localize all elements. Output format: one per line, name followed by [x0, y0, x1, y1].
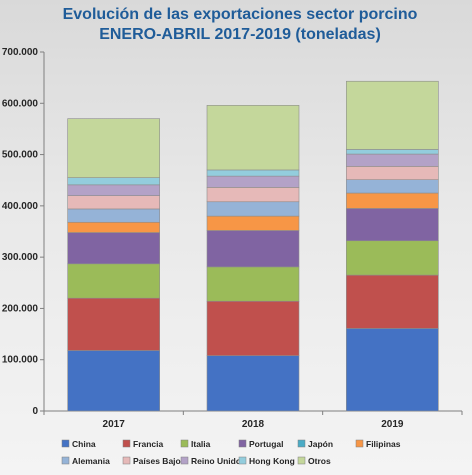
- bars: [67, 80, 439, 412]
- bar-segment-italia: [206, 266, 300, 302]
- legend-swatch: [122, 456, 131, 465]
- legend-label: Francia: [133, 439, 164, 449]
- bar-segment-china: [67, 350, 160, 412]
- bar-segment-otros: [346, 80, 439, 150]
- bar-segment-reino-unido: [67, 184, 160, 196]
- legend-swatch: [122, 439, 131, 448]
- bar-segment-italia: [346, 240, 439, 276]
- y-tick-label: 500.000: [2, 150, 39, 161]
- y-tick-label: 300.000: [2, 252, 39, 263]
- bar-segment-alemania: [346, 179, 439, 194]
- y-tick-label: 100.000: [2, 355, 39, 366]
- legend-swatch: [61, 456, 70, 465]
- legend-label: China: [72, 439, 96, 449]
- bar-segment-italia: [67, 263, 160, 299]
- legend-swatch: [180, 456, 189, 465]
- legend-label: Alemania: [72, 456, 110, 466]
- legend-swatch: [238, 439, 247, 448]
- bar-segment-filipinas: [67, 221, 160, 233]
- legend-item-francia: Francia: [122, 439, 164, 449]
- y-tick-label: 0: [32, 406, 38, 417]
- bar-segment-países-bajos: [346, 166, 439, 181]
- y-tick-label: 700.000: [2, 47, 39, 58]
- y-tick-label: 400.000: [2, 201, 39, 212]
- legend-item-italia: Italia: [180, 439, 211, 449]
- legend-item-japón: Japón: [297, 439, 333, 449]
- bar-segment-filipinas: [206, 215, 300, 231]
- bar-segment-alemania: [67, 208, 160, 223]
- legend: China Francia Italia Portugal Japón Filipinas…: [61, 439, 401, 466]
- legend-swatch: [61, 439, 70, 448]
- bar-stack-2017: [67, 118, 160, 412]
- bar-segment-portugal: [67, 232, 160, 265]
- x-tick-label: 2017: [103, 419, 126, 430]
- legend-item-reino-unido: Reino Unido: [180, 456, 241, 466]
- bar-segment-francia: [67, 297, 160, 351]
- legend-swatch: [355, 439, 364, 448]
- legend-item-alemania: Alemania: [61, 456, 110, 466]
- bar-segment-reino-unido: [346, 153, 439, 167]
- legend-label: Reino Unido: [191, 456, 241, 466]
- legend-label: Japón: [308, 439, 333, 449]
- legend-item-china: China: [61, 439, 96, 449]
- bar-segment-alemania: [206, 201, 300, 217]
- x-tick-label: 2018: [242, 419, 265, 430]
- legend-item-portugal: Portugal: [238, 439, 283, 449]
- bar-segment-reino-unido: [206, 175, 300, 188]
- y-tick-label: 200.000: [2, 303, 39, 314]
- legend-label: Hong Kong: [249, 456, 295, 466]
- bar-segment-otros: [206, 105, 300, 171]
- y-tick-label: 600.000: [2, 98, 39, 109]
- bar-segment-francia: [206, 300, 300, 356]
- legend-item-otros: Otros: [297, 456, 331, 466]
- bar-segment-filipinas: [346, 192, 439, 209]
- bar-segment-países-bajos: [206, 187, 300, 203]
- bar-stack-2019: [346, 80, 439, 412]
- legend-swatch: [180, 439, 189, 448]
- legend-swatch: [238, 456, 247, 465]
- legend-swatch: [297, 439, 306, 448]
- legend-swatch: [297, 456, 306, 465]
- legend-label: Portugal: [249, 439, 283, 449]
- legend-label: Filipinas: [366, 439, 401, 449]
- chart-subtitle: ENERO-ABRIL 2017-2019 (toneladas): [99, 26, 381, 43]
- legend-label: Países Bajos: [133, 456, 186, 466]
- bar-segment-hong-kong: [67, 177, 160, 186]
- bar-segment-china: [346, 328, 439, 412]
- bar-segment-países-bajos: [67, 195, 160, 210]
- legend-label: Otros: [308, 456, 331, 466]
- bar-segment-hong-kong: [206, 169, 300, 177]
- chart-title: Evolución de las exportaciones sector po…: [63, 6, 418, 23]
- legend-item-países-bajos: Países Bajos: [122, 456, 186, 466]
- bar-segment-hong-kong: [346, 149, 439, 155]
- bar-segment-francia: [346, 274, 439, 329]
- legend-label: Italia: [191, 439, 211, 449]
- x-tick-label: 2019: [381, 419, 404, 430]
- bar-stack-2018: [206, 105, 300, 412]
- bar-segment-china: [206, 355, 300, 412]
- bar-segment-portugal: [206, 230, 300, 268]
- legend-item-filipinas: Filipinas: [355, 439, 401, 449]
- bar-segment-portugal: [346, 208, 439, 242]
- legend-item-hong-kong: Hong Kong: [238, 456, 295, 466]
- bar-segment-otros: [67, 118, 160, 178]
